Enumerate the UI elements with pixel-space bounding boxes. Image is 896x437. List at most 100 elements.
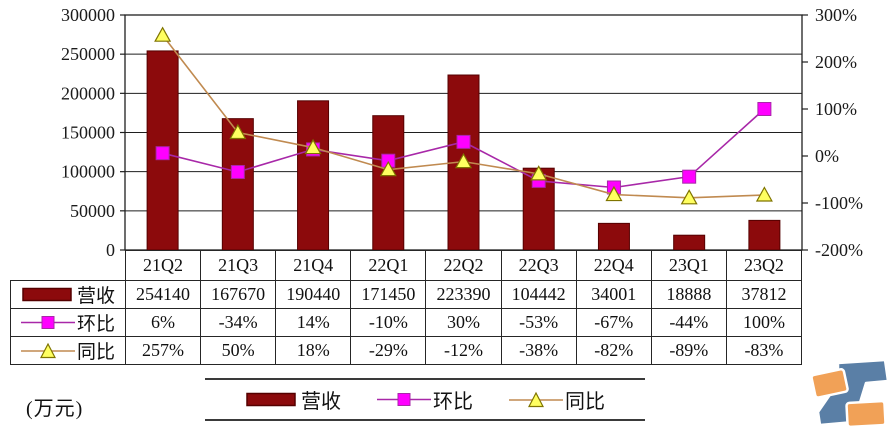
legend-item: 营收 [245,385,341,414]
table-cell: -38% [500,336,577,365]
revenue-bar [673,234,706,251]
combo-chart: 300000 250000 200000 150000 100000 50000 0 300%… [61,5,863,260]
tongbi-swatch-icon [20,342,75,359]
huanbi-marker [230,164,245,179]
table-cell: 223390 [425,280,502,309]
legend-label: 同比 [565,391,605,413]
tongbi-marker [229,123,247,140]
data-table: 21Q2 21Q3 21Q4 22Q1 22Q2 22Q3 22Q4 23Q1 23Q2 营收 25… [10,250,803,365]
revenue-swatch-icon [22,287,72,302]
huanbi-marker [757,102,772,116]
table-row-header-tongbi: 同比 [10,336,126,365]
left-axis-tick-label: 0 [106,240,115,260]
table-corner-empty [11,251,126,281]
table-cell: 30% [425,308,502,337]
table-cell: 18% [275,336,352,365]
right-axis-tick-label: 100% [815,99,857,119]
tongbi-marker [304,138,322,155]
tongbi-marker [154,26,172,42]
brand-logo [810,358,890,429]
quarter-label: 21Q2 [124,250,202,281]
quarter-label: 22Q2 [425,250,502,281]
table-cell: -44% [650,308,727,337]
table-cell: 254140 [124,280,202,309]
tongbi-marker [605,185,623,202]
table-row-header-huanbi: 环比 [10,308,126,337]
tongbi-marker [680,189,698,205]
revenue-bar [597,222,630,251]
legend-label: 环比 [433,391,473,413]
right-axis: 300% 200% 100% 0% -100% -200% [802,5,863,260]
legend-label: 营收 [301,391,341,413]
table-cell: -67% [575,308,652,337]
quarter-label: 21Q3 [200,250,277,281]
right-axis-tick-label: -100% [815,193,863,213]
table-cell: 190440 [275,280,352,309]
legend: 营收 环比 同比 [205,378,645,421]
huanbi-marker [155,146,170,161]
huanbi-marker [456,134,471,149]
quarter-label: 22Q3 [500,250,577,281]
legend-item: 同比 [509,385,605,414]
right-axis-tick-label: -200% [815,240,863,260]
table-cell: 6% [124,308,202,337]
quarter-label: 21Q4 [275,250,352,281]
revenue-bar [748,219,781,251]
revenue-swatch-icon [246,392,296,407]
table-cell: 100% [725,308,803,337]
left-axis-tick-label: 300000 [61,5,115,25]
left-axis-tick-label: 50000 [70,201,115,221]
left-axis-tick-label: 150000 [61,123,115,143]
revenue-bars [146,50,781,251]
table-cell: -29% [350,336,427,365]
huanbi-marker [682,169,697,184]
tongbi-marker [755,186,773,202]
tongbi-marker [530,165,548,181]
series-name-label: 环比 [76,314,115,335]
quarter-label: 23Q1 [650,250,727,281]
huanbi-swatch-icon [377,393,431,406]
table-cell: 14% [275,308,352,337]
table-cell: 167670 [200,280,277,309]
right-axis-tick-label: 200% [815,52,857,72]
left-axis: 300000 250000 200000 150000 100000 50000 0 [61,5,125,260]
table-row-header-yingshou: 营收 [10,280,126,309]
table-cell: 50% [200,336,277,365]
quarter-label: 22Q4 [575,250,652,281]
table-cell: 34001 [575,280,652,309]
table-cell: 257% [124,336,202,365]
table-cell: -82% [575,336,652,365]
unit-label: (万元) [26,398,84,420]
right-axis-tick-label: 0% [815,146,839,166]
table-cell: -34% [200,308,277,337]
revenue-bar [221,118,254,251]
legend-item: 环比 [377,385,473,414]
right-axis-tick-label: 300% [815,5,857,25]
quarter-label: 23Q2 [725,250,803,281]
logo-orange-block-top [810,368,849,399]
table-cell: -53% [500,308,577,337]
tongbi-marker [454,152,473,169]
series-name-label: 营收 [76,286,115,307]
left-axis-tick-label: 100000 [61,162,115,182]
left-axis-tick-label: 250000 [61,44,115,64]
tongbi-marker [379,160,397,177]
revenue-bar [372,115,405,251]
left-axis-tick-label: 200000 [61,83,115,103]
table-cell: 171450 [350,280,427,309]
huanbi-swatch-icon [20,316,75,329]
logo-orange-block-bottom [845,399,887,429]
series-name-label: 同比 [76,342,115,363]
table-cell: -83% [725,336,803,365]
table-cell: 37812 [725,280,803,309]
tongbi-line [154,26,773,205]
table-cell: -89% [650,336,727,365]
table-cell: -12% [425,336,502,365]
table-cell: 104442 [500,280,577,309]
table-cell: -10% [350,308,427,337]
tongbi-swatch-icon [509,391,563,408]
quarter-label: 22Q1 [350,250,427,281]
revenue-bar [297,100,330,251]
table-cell: 18888 [650,280,727,309]
